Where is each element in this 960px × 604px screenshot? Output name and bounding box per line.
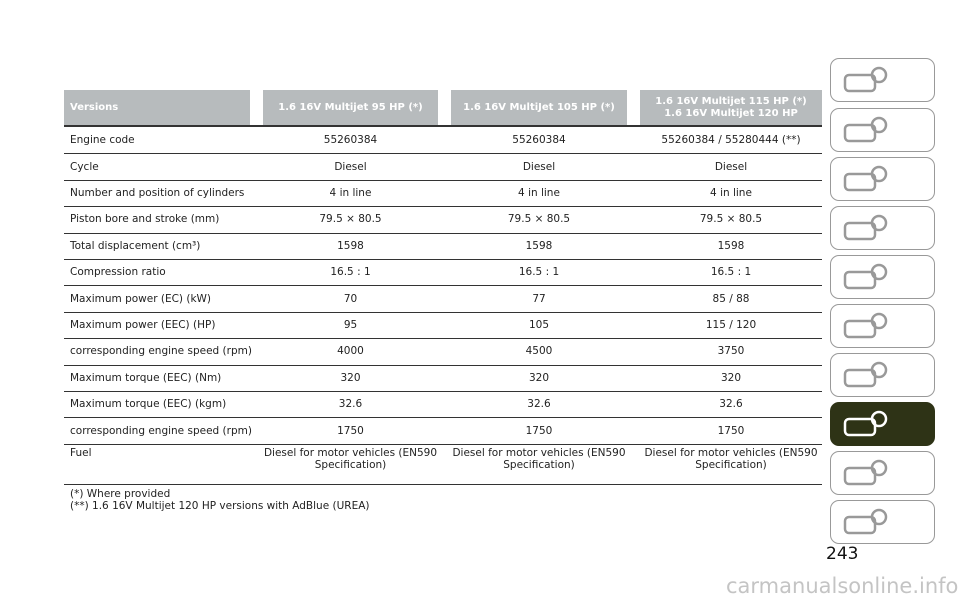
cell: 32.6	[719, 398, 743, 411]
cell: 79.5 × 80.5	[699, 213, 763, 226]
header-cell: 1.6 16V Multijet 95 HP (*)	[263, 90, 438, 125]
tab-icon	[843, 165, 888, 192]
cell: 3750	[717, 345, 745, 358]
cell: 320	[340, 371, 361, 384]
footnote: (**) 1.6 16V Multijet 120 HP versions wi…	[70, 500, 370, 512]
tab-icon	[843, 459, 888, 486]
header-cell: Versions	[64, 90, 250, 125]
cell: 1598	[337, 239, 364, 252]
cell: 320	[720, 371, 742, 384]
section-tab	[830, 451, 935, 495]
cell: 79.5 × 80.5	[319, 213, 382, 226]
cell: 79.5 × 80.5	[507, 213, 571, 226]
row-rule	[64, 338, 822, 340]
section-tab	[830, 402, 935, 446]
cell: 1750	[717, 424, 745, 437]
cell: Maximum power (EC) (kW)	[70, 292, 212, 305]
cell: Maximum power (EEC) (HP)	[70, 318, 216, 331]
tab-icon	[843, 66, 888, 93]
tab-icon	[843, 508, 888, 535]
row-rule	[64, 443, 822, 445]
row-rule	[64, 179, 822, 181]
section-tab	[830, 255, 935, 299]
cell: Piston bore and stroke (mm)	[70, 213, 220, 226]
section-tab	[830, 58, 935, 102]
row-rule	[64, 153, 822, 155]
cell: 4 in line	[329, 186, 372, 199]
cell: 70	[343, 292, 358, 305]
cell: 95	[343, 318, 358, 331]
header-rule	[64, 125, 822, 127]
row-rule	[64, 364, 822, 366]
cell: Cycle	[70, 160, 99, 173]
section-tab	[830, 304, 935, 348]
watermark: carmanualsonline.info	[726, 574, 959, 598]
cell: Diesel for motor vehicles (EN590 Specifi…	[452, 446, 626, 471]
cell: Engine code	[70, 134, 135, 147]
row-rule	[64, 285, 822, 287]
cell: Fuel	[70, 446, 92, 459]
row-rule	[64, 417, 822, 419]
cell: 16.5 : 1	[330, 266, 371, 279]
tab-icon	[843, 263, 888, 290]
cell: 85 / 88	[712, 292, 750, 305]
section-tab	[830, 353, 935, 397]
cell: 32.6	[338, 398, 363, 411]
header-cell: 1.6 16V Multijet 115 HP (*) 1.6 16V Mult…	[640, 90, 822, 125]
cell: Compression ratio	[70, 266, 166, 279]
cell: Total displacement (cm³)	[70, 239, 201, 252]
cell: 115 / 120	[705, 318, 757, 331]
cell: 32.6	[527, 398, 551, 411]
cell: Diesel for motor vehicles (EN590 Specifi…	[644, 446, 818, 471]
cell: 16.5 : 1	[518, 266, 560, 279]
section-tab	[830, 206, 935, 250]
cell: 55260384	[512, 134, 566, 147]
row-rule	[64, 232, 822, 234]
cell: 4 in line	[710, 186, 752, 199]
cell: Diesel for motor vehicles (EN590 Specifi…	[263, 446, 438, 471]
cell: Diesel	[522, 160, 556, 173]
cell: 1598	[717, 239, 745, 252]
cell: 1750	[525, 424, 553, 437]
row-rule	[64, 483, 822, 486]
cell: 4500	[525, 345, 553, 358]
cell: corresponding engine speed (rpm)	[70, 424, 252, 437]
row-rule	[64, 311, 822, 313]
cell: corresponding engine speed (rpm)	[70, 345, 252, 358]
cell: 55260384	[323, 134, 378, 147]
row-rule	[64, 259, 822, 260]
cell: 4 in line	[518, 186, 560, 199]
cell: 1750	[337, 424, 364, 437]
header-cell: 1.6 16V MultiJet 105 HP (*)	[451, 90, 627, 125]
tab-icon	[843, 116, 888, 143]
cell: 105	[528, 318, 550, 331]
page-number: 243	[826, 544, 859, 564]
cell: Diesel	[714, 160, 748, 173]
cell: 4000	[337, 345, 364, 358]
cell: 77	[532, 292, 546, 305]
tab-icon	[843, 410, 888, 437]
tab-icon	[843, 214, 888, 241]
footnote: (*) Where provided	[70, 488, 171, 500]
section-tab	[830, 108, 935, 152]
cell: 16.5 : 1	[710, 266, 752, 279]
tab-icon	[843, 361, 888, 388]
section-tab	[830, 500, 935, 544]
cell: Maximum torque (EEC) (kgm)	[70, 398, 227, 411]
row-rule	[64, 391, 822, 392]
tab-icon	[843, 312, 888, 339]
cell: 55260384 / 55280444 (**)	[661, 134, 801, 147]
section-tab	[830, 157, 935, 201]
cell: Diesel	[334, 160, 367, 173]
cell: Number and position of cylinders	[70, 186, 245, 199]
cell: 320	[528, 371, 550, 384]
cell: Maximum torque (EEC) (Nm)	[70, 371, 222, 384]
cell: 1598	[525, 239, 553, 252]
row-rule	[64, 206, 822, 208]
